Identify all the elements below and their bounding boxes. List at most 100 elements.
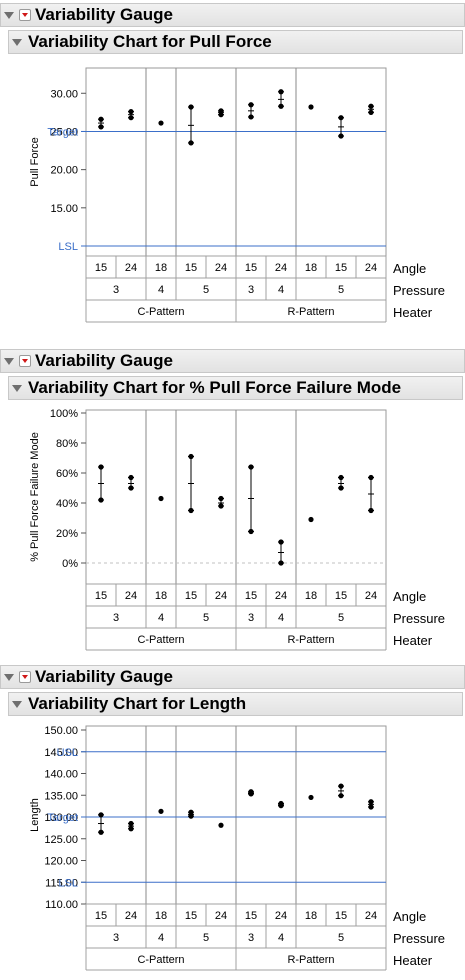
chart-outline-header: Variability Chart for Pull Force (8, 30, 463, 54)
y-axis-title: Pull Force (29, 137, 41, 187)
y-axis-title: % Pull Force Failure Mode (29, 432, 41, 562)
x-axis-pressure-label: 4 (278, 932, 284, 944)
x-axis-angle-label: 15 (185, 910, 197, 922)
data-point (98, 812, 104, 818)
x-axis-pressure-label: 4 (278, 612, 284, 624)
y-tick-label: 20% (56, 528, 78, 540)
data-point (368, 109, 374, 115)
data-point (158, 808, 164, 814)
red-triangle-menu-icon[interactable] (19, 355, 31, 367)
x-axis-heater-label: C-Pattern (137, 634, 184, 646)
x-axis-level-name: Heater (393, 633, 433, 648)
data-point (338, 793, 344, 799)
data-point (338, 783, 344, 789)
data-point (218, 112, 224, 118)
y-tick-label: 110.00 (45, 899, 78, 911)
data-point (98, 464, 104, 470)
x-axis-angle-label: 15 (335, 262, 347, 274)
data-point (248, 464, 254, 470)
x-axis-angle-label: 18 (155, 910, 167, 922)
x-axis-pressure-label: 3 (248, 284, 254, 296)
gauge-section-title: Variability Gauge (35, 351, 173, 370)
gauge-section-title: Variability Gauge (35, 667, 173, 686)
y-tick-label: 125.00 (44, 834, 78, 846)
data-point (188, 140, 194, 146)
x-axis-pressure-label: 3 (113, 284, 119, 296)
x-axis-angle-label: 18 (155, 590, 167, 602)
red-triangle-menu-icon[interactable] (19, 671, 31, 683)
data-point (188, 813, 194, 819)
data-point (338, 115, 344, 121)
x-axis-angle-label: 15 (95, 910, 107, 922)
red-triangle-menu-icon[interactable] (19, 9, 31, 21)
data-point (368, 804, 374, 810)
reference-label-usl: USL (57, 747, 78, 759)
x-axis-pressure-label: 3 (248, 612, 254, 624)
x-axis-angle-label: 15 (95, 590, 107, 602)
data-point (128, 485, 134, 491)
y-tick-label: 60% (56, 468, 78, 480)
pull-force-variability-chart: 30.00 25.00 20.00 15.00 Target LSL Pull Force 1… (29, 67, 445, 323)
disclosure-triangle-icon[interactable] (12, 701, 22, 708)
reference-label-target: Target (47, 812, 78, 824)
y-tick-label: 0% (62, 558, 78, 570)
data-point (188, 104, 194, 110)
disclosure-triangle-icon[interactable] (4, 358, 14, 365)
data-point (308, 516, 314, 523)
data-point (158, 120, 164, 126)
y-tick-label: 120.00 (44, 856, 78, 868)
y-tick-label: 140.00 (44, 769, 78, 781)
x-axis-angle-label: 24 (365, 590, 377, 602)
data-point (248, 102, 254, 108)
disclosure-triangle-icon[interactable] (4, 12, 14, 19)
data-point (278, 560, 284, 566)
x-axis-level-name: Heater (393, 953, 433, 968)
x-axis-pressure-label: 5 (203, 932, 209, 944)
reference-label-lsl: LSL (58, 241, 78, 253)
data-point (128, 474, 134, 481)
y-tick-label: 135.00 (44, 790, 78, 802)
x-axis-level-name: Heater (393, 305, 433, 320)
data-point (308, 794, 314, 801)
x-axis-angle-label: 24 (125, 590, 137, 602)
data-point (188, 507, 194, 514)
y-tick-label: 25.00 (50, 126, 78, 138)
data-point (308, 104, 314, 110)
y-tick-label: 145.00 (44, 747, 78, 759)
y-tick-label: 150.00 (44, 725, 78, 737)
x-axis-angle-label: 24 (125, 262, 137, 274)
y-tick-label: 30.00 (50, 88, 78, 100)
x-axis-pressure-label: 5 (203, 284, 209, 296)
x-axis-level-name: Angle (393, 261, 426, 276)
gauge-section-header: Variability Gauge (0, 3, 465, 27)
disclosure-triangle-icon[interactable] (12, 39, 22, 46)
disclosure-triangle-icon[interactable] (4, 674, 14, 681)
x-axis-angle-label: 24 (215, 590, 227, 602)
x-axis-angle-label: 15 (95, 262, 107, 274)
x-axis-angle-label: 24 (275, 262, 287, 274)
y-tick-label: 80% (56, 438, 78, 450)
x-axis-angle-label: 18 (305, 262, 317, 274)
chart-title: Variability Chart for Pull Force (28, 32, 272, 51)
data-point (338, 474, 344, 481)
x-axis-level-name: Pressure (393, 611, 445, 626)
x-axis-level-name: Pressure (393, 283, 445, 298)
data-point (278, 803, 284, 809)
x-axis-angle-label: 15 (245, 910, 257, 922)
x-axis-heater-label: R-Pattern (287, 306, 334, 318)
x-axis-level-name: Angle (393, 589, 426, 604)
x-axis-angle-label: 15 (335, 590, 347, 602)
x-axis-pressure-label: 3 (113, 612, 119, 624)
x-axis-angle-label: 24 (215, 262, 227, 274)
data-point (158, 495, 164, 502)
x-axis-pressure-label: 5 (338, 284, 344, 296)
data-point (368, 103, 374, 109)
x-axis-angle-label: 24 (215, 910, 227, 922)
disclosure-triangle-icon[interactable] (12, 385, 22, 392)
data-point (278, 89, 284, 95)
x-axis-angle-label: 24 (365, 262, 377, 274)
x-axis-angle-label: 24 (275, 590, 287, 602)
data-point (98, 497, 104, 503)
gauge-section-header: Variability Gauge (0, 349, 465, 373)
y-tick-label: 20.00 (50, 165, 78, 177)
